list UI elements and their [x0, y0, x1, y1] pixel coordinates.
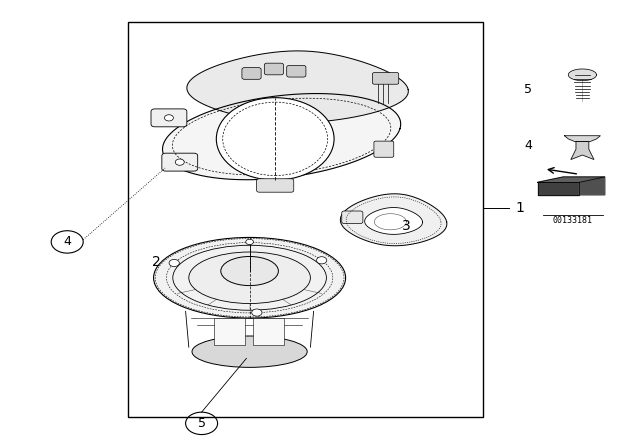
- Text: 5: 5: [524, 83, 532, 96]
- Polygon shape: [538, 182, 579, 195]
- Text: 4: 4: [524, 139, 532, 152]
- Polygon shape: [579, 177, 605, 195]
- Circle shape: [252, 309, 262, 316]
- Polygon shape: [538, 177, 605, 182]
- FancyBboxPatch shape: [257, 179, 294, 192]
- Circle shape: [175, 159, 184, 165]
- Ellipse shape: [221, 256, 278, 286]
- FancyBboxPatch shape: [253, 318, 284, 345]
- FancyBboxPatch shape: [372, 73, 399, 84]
- Ellipse shape: [192, 336, 307, 367]
- Circle shape: [246, 239, 253, 245]
- Circle shape: [164, 115, 173, 121]
- FancyBboxPatch shape: [287, 65, 306, 77]
- FancyBboxPatch shape: [242, 68, 261, 79]
- Ellipse shape: [154, 237, 346, 318]
- Ellipse shape: [189, 252, 310, 304]
- Polygon shape: [340, 194, 447, 246]
- Polygon shape: [568, 69, 596, 81]
- FancyBboxPatch shape: [342, 211, 363, 224]
- Text: 1: 1: [515, 201, 524, 215]
- Circle shape: [169, 259, 179, 267]
- FancyBboxPatch shape: [374, 141, 394, 157]
- Text: 4: 4: [63, 235, 71, 249]
- Polygon shape: [564, 136, 600, 142]
- Polygon shape: [187, 51, 408, 123]
- FancyBboxPatch shape: [214, 318, 245, 345]
- Text: 00133181: 00133181: [553, 216, 593, 225]
- Text: 5: 5: [198, 417, 205, 430]
- Circle shape: [216, 98, 334, 180]
- Text: 3: 3: [402, 219, 411, 233]
- FancyBboxPatch shape: [151, 109, 187, 127]
- FancyBboxPatch shape: [264, 63, 284, 75]
- Polygon shape: [571, 142, 594, 159]
- Polygon shape: [365, 207, 422, 234]
- Circle shape: [317, 257, 327, 264]
- Bar: [128, 22, 483, 417]
- Text: 2: 2: [152, 255, 161, 269]
- Polygon shape: [163, 94, 401, 180]
- FancyBboxPatch shape: [162, 153, 198, 171]
